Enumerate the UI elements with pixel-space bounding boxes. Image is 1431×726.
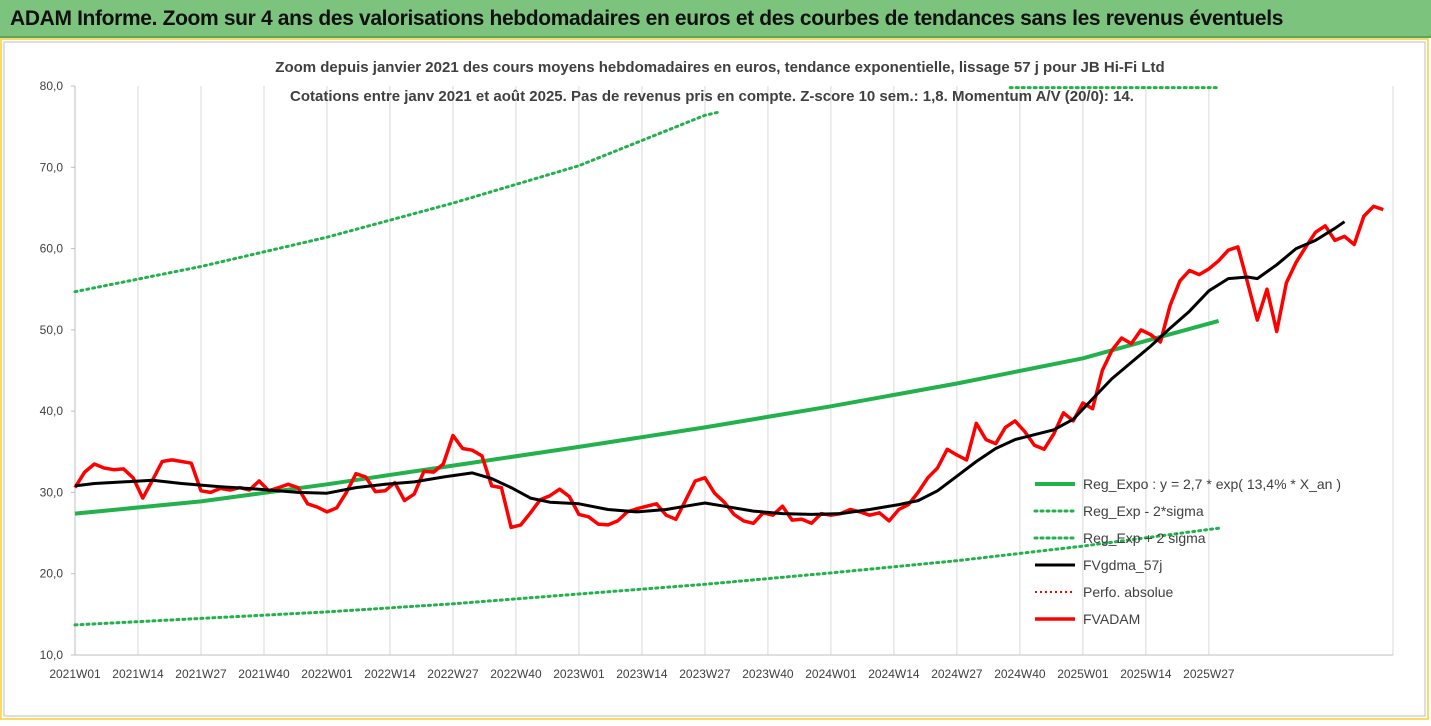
x-tick-label: 2024W40 (994, 667, 1046, 681)
chart-border-inner (3, 41, 1426, 717)
legend-label: Reg_Exp + 2 sigma (1083, 530, 1206, 546)
chart-title: Zoom depuis janvier 2021 des cours moyen… (275, 59, 1164, 76)
x-tick-label: 2023W01 (553, 667, 605, 681)
y-tick-label: 40,0 (40, 404, 64, 418)
title-banner: ADAM Informe. Zoom sur 4 ans des valoris… (0, 0, 1431, 38)
banner-title: ADAM Informe. Zoom sur 4 ans des valoris… (10, 7, 1284, 30)
x-tick-label: 2021W27 (175, 667, 227, 681)
chart-frame: 80,0 70,0 60,0 50,0 40,0 30,0 20,0 10,0 2021W01… (0, 38, 1431, 721)
x-tick-label: 2023W27 (679, 667, 731, 681)
x-tick-label: 2024W14 (868, 667, 920, 681)
chart-svg: 80,0 70,0 60,0 50,0 40,0 30,0 20,0 10,0 2021W01… (0, 38, 1429, 720)
y-tick-label: 50,0 (40, 323, 64, 337)
x-tick-label: 2022W14 (364, 667, 416, 681)
series-line-fvgdma (74, 220, 1346, 516)
y-tick-label: 70,0 (40, 160, 64, 174)
series-line-sigma (73, 526, 1221, 627)
y-tick-label: 20,0 (40, 567, 64, 581)
x-tick-label: 2024W01 (805, 667, 857, 681)
y-tick-label: 30,0 (40, 485, 64, 499)
grid-lines (74, 86, 1394, 656)
series-group (73, 86, 1384, 627)
legend-label: Reg_Expo : y = 2,7 * exp( 13,4% * X_an ) (1083, 476, 1341, 492)
x-axis-ticks: 2021W01 2021W14 2021W27 2021W40 2022W01 2022W… (49, 667, 1235, 681)
legend-label: Perfo. absolue (1083, 584, 1173, 600)
chart-border (0, 38, 1429, 720)
x-tick-label: 2022W27 (427, 667, 479, 681)
legend: Reg_Expo : y = 2,7 * exp( 13,4% * X_an )… (1033, 476, 1341, 627)
x-tick-label: 2021W40 (238, 667, 290, 681)
chart-subtitle: Cotations entre janv 2021 et août 2025. … (290, 88, 1134, 105)
x-tick-label: 2022W40 (490, 667, 542, 681)
y-tick-label: 10,0 (40, 648, 64, 662)
legend-label: Reg_Exp - 2*sigma (1083, 503, 1204, 519)
series-line-sigma (73, 110, 721, 294)
legend-label: FVADAM (1083, 611, 1140, 627)
y-axis-ticks: 80,0 70,0 60,0 50,0 40,0 30,0 20,0 10,0 (40, 79, 75, 662)
x-tick-label: 2025W27 (1183, 667, 1235, 681)
x-tick-label: 2022W01 (301, 667, 353, 681)
x-tick-label: 2023W40 (742, 667, 794, 681)
x-tick-label: 2021W14 (112, 667, 164, 681)
legend-label: FVgdma_57j (1083, 557, 1162, 573)
x-tick-label: 2025W01 (1057, 667, 1109, 681)
x-tick-label: 2023W14 (616, 667, 668, 681)
y-tick-label: 80,0 (40, 79, 64, 93)
x-tick-label: 2021W01 (49, 667, 101, 681)
y-tick-label: 60,0 (40, 242, 64, 256)
x-tick-label: 2024W27 (931, 667, 983, 681)
series-line-reg_expo (74, 318, 1220, 516)
x-tick-label: 2025W14 (1120, 667, 1172, 681)
